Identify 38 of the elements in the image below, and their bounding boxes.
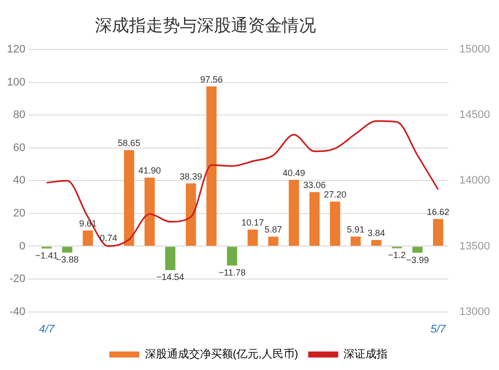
x-tick-label: 5/7	[430, 323, 447, 336]
data-label: 41.90	[138, 166, 161, 176]
y-tick-label: 0	[19, 240, 26, 252]
x-tick-label: 4/7	[39, 323, 56, 336]
y-tick-label: 120	[6, 44, 26, 56]
data-label: −3.99	[406, 254, 429, 265]
data-label: 27.20	[324, 190, 346, 200]
data-label: 40.49	[282, 168, 306, 178]
chart-title: 深成指走势与深股通资金情况	[94, 15, 317, 38]
y-tick-label: 60	[13, 142, 26, 154]
data-label: 97.56	[200, 74, 223, 84]
y2-tick-label: 14000	[459, 174, 490, 187]
y2-tick-label: 13000	[459, 306, 490, 318]
y-tick-label: -20	[9, 273, 26, 286]
data-label: 58.65	[118, 138, 140, 148]
data-label: 38.39	[180, 171, 202, 182]
data-label: 10.17	[241, 218, 264, 228]
y-tick-label: -40	[9, 306, 26, 318]
legend-label: 深证成指	[344, 348, 388, 361]
legend-label: 深股通成交净买额(亿元,人民币)	[144, 348, 298, 361]
data-label: 5.91	[346, 224, 364, 235]
data-label: 33.06	[303, 180, 326, 190]
data-label: −11.78	[218, 268, 246, 278]
y2-tick-label: 13500	[459, 240, 490, 252]
y-tick-label: 80	[13, 109, 26, 122]
y-tick-label: 100	[6, 76, 26, 88]
y2-tick-label: 15000	[459, 44, 490, 56]
data-label: 16.62	[426, 207, 450, 217]
y2-tick-label: 14500	[459, 109, 490, 122]
data-label: −1.2	[388, 250, 406, 260]
data-label: 5.87	[264, 224, 282, 235]
data-label: −1.41	[35, 250, 58, 261]
data-label: 0.74	[100, 233, 118, 244]
data-label: −3.88	[56, 254, 79, 265]
data-label: −14.54	[156, 272, 184, 282]
data-label: 3.84	[368, 228, 386, 238]
y-tick-label: 40	[13, 174, 26, 187]
y-tick-label: 20	[13, 208, 26, 220]
